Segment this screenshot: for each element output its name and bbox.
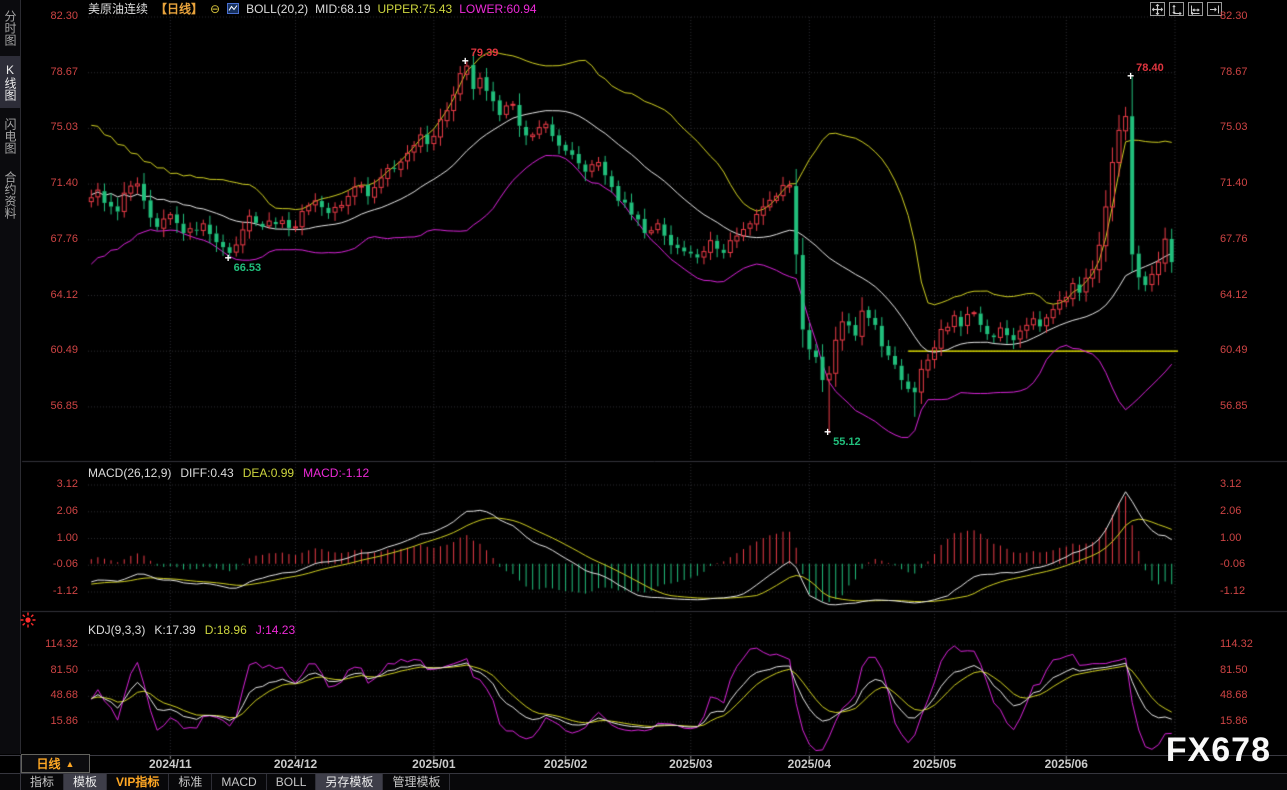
toolbar-tab-indicators[interactable]: 指标 (21, 774, 65, 790)
sidebar-tab-time-chart[interactable]: 分时图 (3, 10, 17, 46)
x-axis-month-label: 2025/03 (669, 757, 713, 771)
symbol-title: 美原油连续 (88, 2, 149, 16)
y-axis-tick-label: 67.76 (1220, 232, 1248, 245)
x-axis-month-label: 2025/02 (543, 757, 588, 771)
sidebar-tab-kline-chart[interactable]: K线图 (0, 56, 20, 108)
pan-crosshair-button[interactable] (1150, 2, 1165, 16)
y-axis-tick-label: 3.12 (1220, 478, 1242, 490)
chart-header: 美原油连续 【日线】 ⊖ BOLL(20,2) MID:68.19 UPPER:… (88, 1, 537, 17)
sidebar: 分时图 K线图 闪电图 合约资料 (0, 0, 21, 754)
y-axis-tick-label: 78.67 (50, 65, 78, 78)
y-axis-tick-label: 114.32 (1220, 638, 1253, 650)
y-axis-tick-label: -0.06 (1220, 558, 1246, 571)
sidebar-tab-contract-info[interactable]: 合约资料 (3, 171, 17, 219)
x-axis-row (0, 755, 1287, 773)
y-axis-tick-label: -1.12 (1220, 585, 1246, 597)
bottom-corner-cell (0, 755, 21, 773)
kdj-indicator-label: KDJ(9,3,3) (88, 623, 146, 637)
y-axis-tick-label: 64.12 (50, 288, 78, 301)
y-axis-tick-label: -1.12 (52, 585, 78, 597)
period-selector-label: 日线 (36, 757, 61, 771)
y-axis-tick-label: 82.30 (50, 10, 78, 22)
period-selector[interactable]: 日线 ▲ (21, 754, 90, 773)
price-marker-icon: + (461, 53, 469, 68)
kdj-header: KDJ(9,3,3) K:17.39 D:18.96 J:14.23 (88, 623, 295, 637)
price-marker-icon: + (824, 425, 832, 440)
x-axis-month-label: 2024/11 (148, 757, 192, 771)
toolbar-tab-macd[interactable]: MACD (212, 774, 267, 790)
price-annotation: 79.39 (470, 46, 499, 59)
price-annotation: 78.40 (1136, 61, 1164, 74)
toolbar-tab-save-template[interactable]: 另存模板 (316, 774, 384, 790)
boll-lower-value: LOWER:60.94 (459, 1, 537, 16)
kdj-d-value: D:18.96 (204, 623, 247, 637)
x-axis-month-label: 2025/06 (1044, 757, 1088, 771)
y-axis-tick-label: 60.49 (1220, 344, 1248, 357)
macd-hist-value: MACD:-1.12 (303, 466, 370, 480)
y-axis-tick-label: 48.68 (50, 689, 78, 702)
watermark: FX678 (1165, 731, 1271, 769)
y-axis-tick-label: 56.85 (1220, 399, 1248, 412)
y-axis-tick-label: 81.50 (1220, 663, 1248, 676)
triangle-up-icon: ▲ (65, 758, 75, 769)
y-axis-tick-label: 1.00 (56, 531, 78, 544)
y-axis-tick-label: 78.67 (1220, 65, 1248, 78)
kdj-j-value: J:14.23 (255, 623, 296, 637)
price-marker-icon: + (224, 250, 232, 265)
sidebar-tab-lightning-chart[interactable]: 闪电图 (3, 118, 17, 154)
y-axis-tick-label: 2.06 (1220, 504, 1242, 517)
y-axis-tick-label: 75.03 (50, 121, 78, 134)
macd-dea-value: DEA:0.99 (242, 466, 295, 480)
x-axis-month-label: 2025/04 (787, 757, 832, 771)
y-axis-tick-label: 71.40 (50, 177, 78, 190)
y-axis-tick-label: 3.12 (56, 478, 78, 490)
y-axis-tick-label: 71.40 (1220, 177, 1248, 190)
y-axis-tick-label: 1.00 (1220, 531, 1242, 544)
macd-diff-value: DIFF:0.43 (180, 466, 234, 480)
scale-y-axis-button[interactable] (1169, 2, 1184, 16)
x-axis-month-label: 2024/12 (273, 757, 318, 771)
y-axis-tick-label: 15.86 (50, 715, 78, 727)
y-axis-tick-label: 60.49 (50, 344, 78, 357)
toolbar-tab-manage-templates[interactable]: 管理模板 (383, 774, 451, 790)
period-tag: 【日线】 (155, 2, 204, 16)
collapse-icon[interactable]: ⊖ (210, 1, 221, 16)
y-axis-tick-label: 48.68 (1220, 689, 1248, 702)
y-axis-tick-label: 67.76 (50, 232, 78, 245)
bottom-toolbar: 指标 模板 VIP指标 标准 MACD BOLL 另存模板 管理模板 (0, 773, 1287, 790)
boll-indicator-label: BOLL(20,2) (246, 1, 309, 16)
y-axis-tick-label: 2.06 (56, 504, 78, 517)
y-axis-tick-label: 81.50 (50, 663, 78, 676)
toolbar-tab-vip-indicators[interactable]: VIP指标 (107, 774, 170, 790)
toolbar-tab-standard[interactable]: 标准 (169, 774, 213, 790)
toolbar-corner (0, 774, 21, 790)
macd-header: MACD(26,12,9) DIFF:0.43 DEA:0.99 MACD:-1… (88, 466, 369, 480)
y-axis-tick-label: 64.12 (1220, 288, 1248, 301)
y-axis-tick-label: 114.32 (45, 638, 78, 650)
y-axis-tick-label: 15.86 (1220, 715, 1248, 727)
kdj-k-value: K:17.39 (154, 623, 196, 637)
price-marker-icon: + (1127, 68, 1135, 83)
boll-mid-value: MID:68.19 (315, 1, 371, 16)
y-axis-tick-label: -0.06 (52, 558, 78, 571)
x-axis-month-label: 2025/05 (912, 757, 957, 771)
mini-candlestick-icon (227, 3, 240, 14)
y-axis-tick-label: 75.03 (1220, 121, 1248, 134)
toolbar-tab-templates[interactable]: 模板 (64, 774, 108, 790)
y-axis-tick-label: 82.30 (1220, 10, 1248, 22)
alert-starburst-icon[interactable] (20, 612, 36, 633)
window-controls (1150, 2, 1222, 16)
price-annotation: 55.12 (833, 436, 861, 449)
y-axis-tick-label: 56.85 (50, 399, 78, 412)
scale-x-axis-button[interactable] (1188, 2, 1203, 16)
macd-indicator-label: MACD(26,12,9) (88, 466, 172, 480)
collapse-panel-button[interactable] (1207, 2, 1222, 16)
price-annotation: 66.53 (233, 261, 262, 274)
boll-upper-value: UPPER:75.43 (377, 1, 453, 16)
x-axis-month-label: 2025/01 (412, 757, 456, 771)
toolbar-tab-boll[interactable]: BOLL (267, 774, 317, 790)
